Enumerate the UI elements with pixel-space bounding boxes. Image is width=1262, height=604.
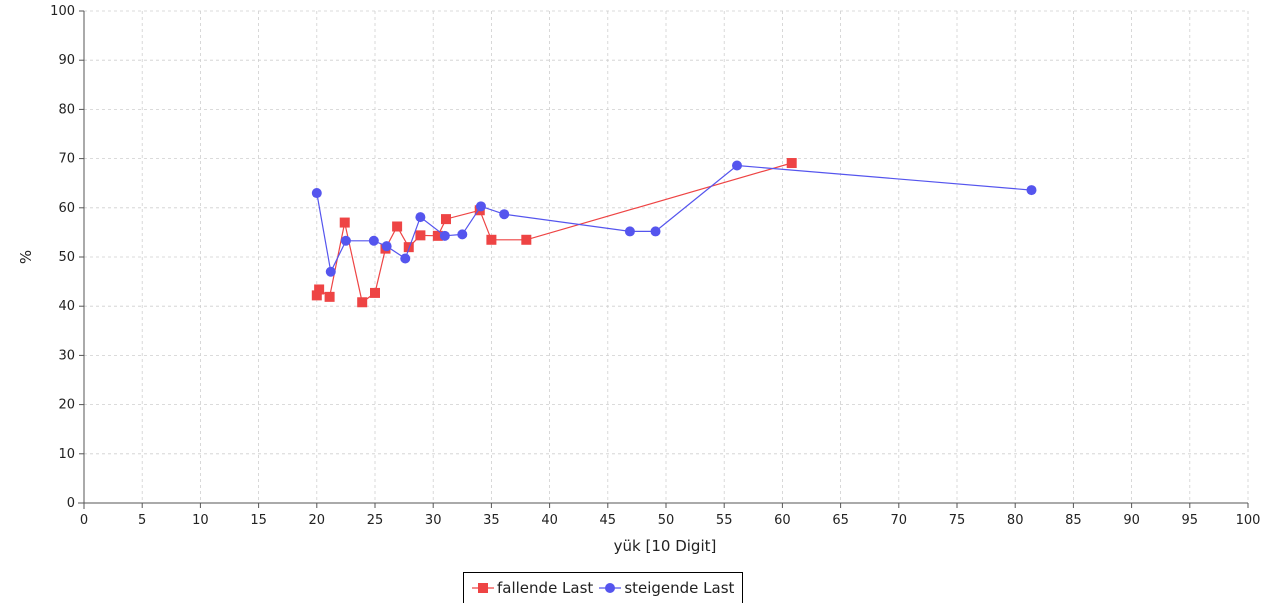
x-tick-label: 25 <box>367 513 384 528</box>
y-tick-label: 50 <box>58 250 75 265</box>
grid <box>84 10 1249 503</box>
x-tick-label: 60 <box>774 513 791 528</box>
x-tick-label: 35 <box>483 513 500 528</box>
series-line <box>316 162 792 304</box>
data-point-square <box>357 297 368 308</box>
x-axis-title: yük [10 Digit] <box>614 537 717 555</box>
data-point-circle <box>624 226 635 237</box>
legend: fallende Last steigende Last <box>463 572 744 603</box>
legend-label: fallende Last <box>497 579 594 597</box>
data-point-circle <box>368 235 379 246</box>
series-1 <box>311 160 1037 277</box>
x-tick-label: 45 <box>600 513 617 528</box>
data-point-square <box>403 242 414 253</box>
x-tick-label: 30 <box>425 513 442 528</box>
data-point-circle <box>381 241 392 252</box>
data-point-square <box>486 234 497 245</box>
data-point-square <box>370 287 380 298</box>
data-point-circle <box>415 212 426 223</box>
x-tick-label: 20 <box>309 513 326 528</box>
y-tick-label: 40 <box>58 299 75 314</box>
data-point-circle <box>499 209 510 220</box>
x-tick-label: 100 <box>1236 513 1261 528</box>
data-point-square <box>314 284 325 295</box>
x-tick-label: 95 <box>1182 513 1199 528</box>
x-tick-label: 5 <box>138 513 146 528</box>
x-tick-label: 10 <box>192 513 209 528</box>
data-point-square <box>441 214 452 225</box>
y-tick-label: 80 <box>58 102 75 117</box>
square-marker-icon <box>472 583 494 593</box>
y-tick-label: 20 <box>58 398 75 413</box>
data-point-circle <box>439 230 450 241</box>
data-point-square <box>786 158 797 169</box>
circle-marker-icon <box>599 583 622 593</box>
x-tick-label: 85 <box>1065 513 1082 528</box>
legend-label: steigende Last <box>624 579 735 597</box>
x-tick-label: 55 <box>716 513 733 528</box>
data-point-square <box>392 221 403 232</box>
y-tick-label: 100 <box>50 4 75 19</box>
series <box>311 158 1037 308</box>
y-tick-label: 0 <box>67 496 75 511</box>
data-point-square <box>324 291 335 302</box>
data-point-square <box>521 234 532 245</box>
axes: 0 5 10 15 20 25 30 35 40 45 50 55 60 65 70 75 80 85 90 95 10… <box>50 4 1260 528</box>
data-point-square <box>339 217 350 228</box>
data-point-circle <box>1026 185 1037 196</box>
y-tick-label: 70 <box>58 152 75 167</box>
data-point-circle <box>311 188 322 199</box>
x-tick-label: 0 <box>80 513 88 528</box>
data-point-circle <box>457 229 468 240</box>
data-point-circle <box>400 253 411 264</box>
legend-item-steigende: steigende Last <box>599 579 734 597</box>
data-point-circle <box>325 266 336 277</box>
data-point-square <box>311 290 322 301</box>
y-tick-label: 60 <box>58 201 75 216</box>
y-axis-title: % <box>17 250 35 264</box>
x-tick-label: 70 <box>891 513 908 528</box>
x-tick-label: 75 <box>949 513 966 528</box>
x-tick-label: 80 <box>1007 513 1024 528</box>
y-tick-label: 90 <box>58 53 75 68</box>
x-tick-label: 15 <box>250 513 267 528</box>
data-point-circle <box>340 235 351 246</box>
x-tick-label: 50 <box>658 513 675 528</box>
data-point-circle <box>475 201 486 212</box>
legend-item-fallende: fallende Last <box>472 579 593 597</box>
y-tick-label: 30 <box>58 348 75 363</box>
y-tick-label: 10 <box>58 447 75 462</box>
data-point-square <box>432 230 443 241</box>
data-point-circle <box>650 226 661 237</box>
x-tick-label: 40 <box>541 513 558 528</box>
data-point-circle <box>732 160 743 171</box>
x-tick-label: 65 <box>832 513 849 528</box>
data-point-square <box>415 230 426 241</box>
x-tick-label: 90 <box>1123 513 1140 528</box>
